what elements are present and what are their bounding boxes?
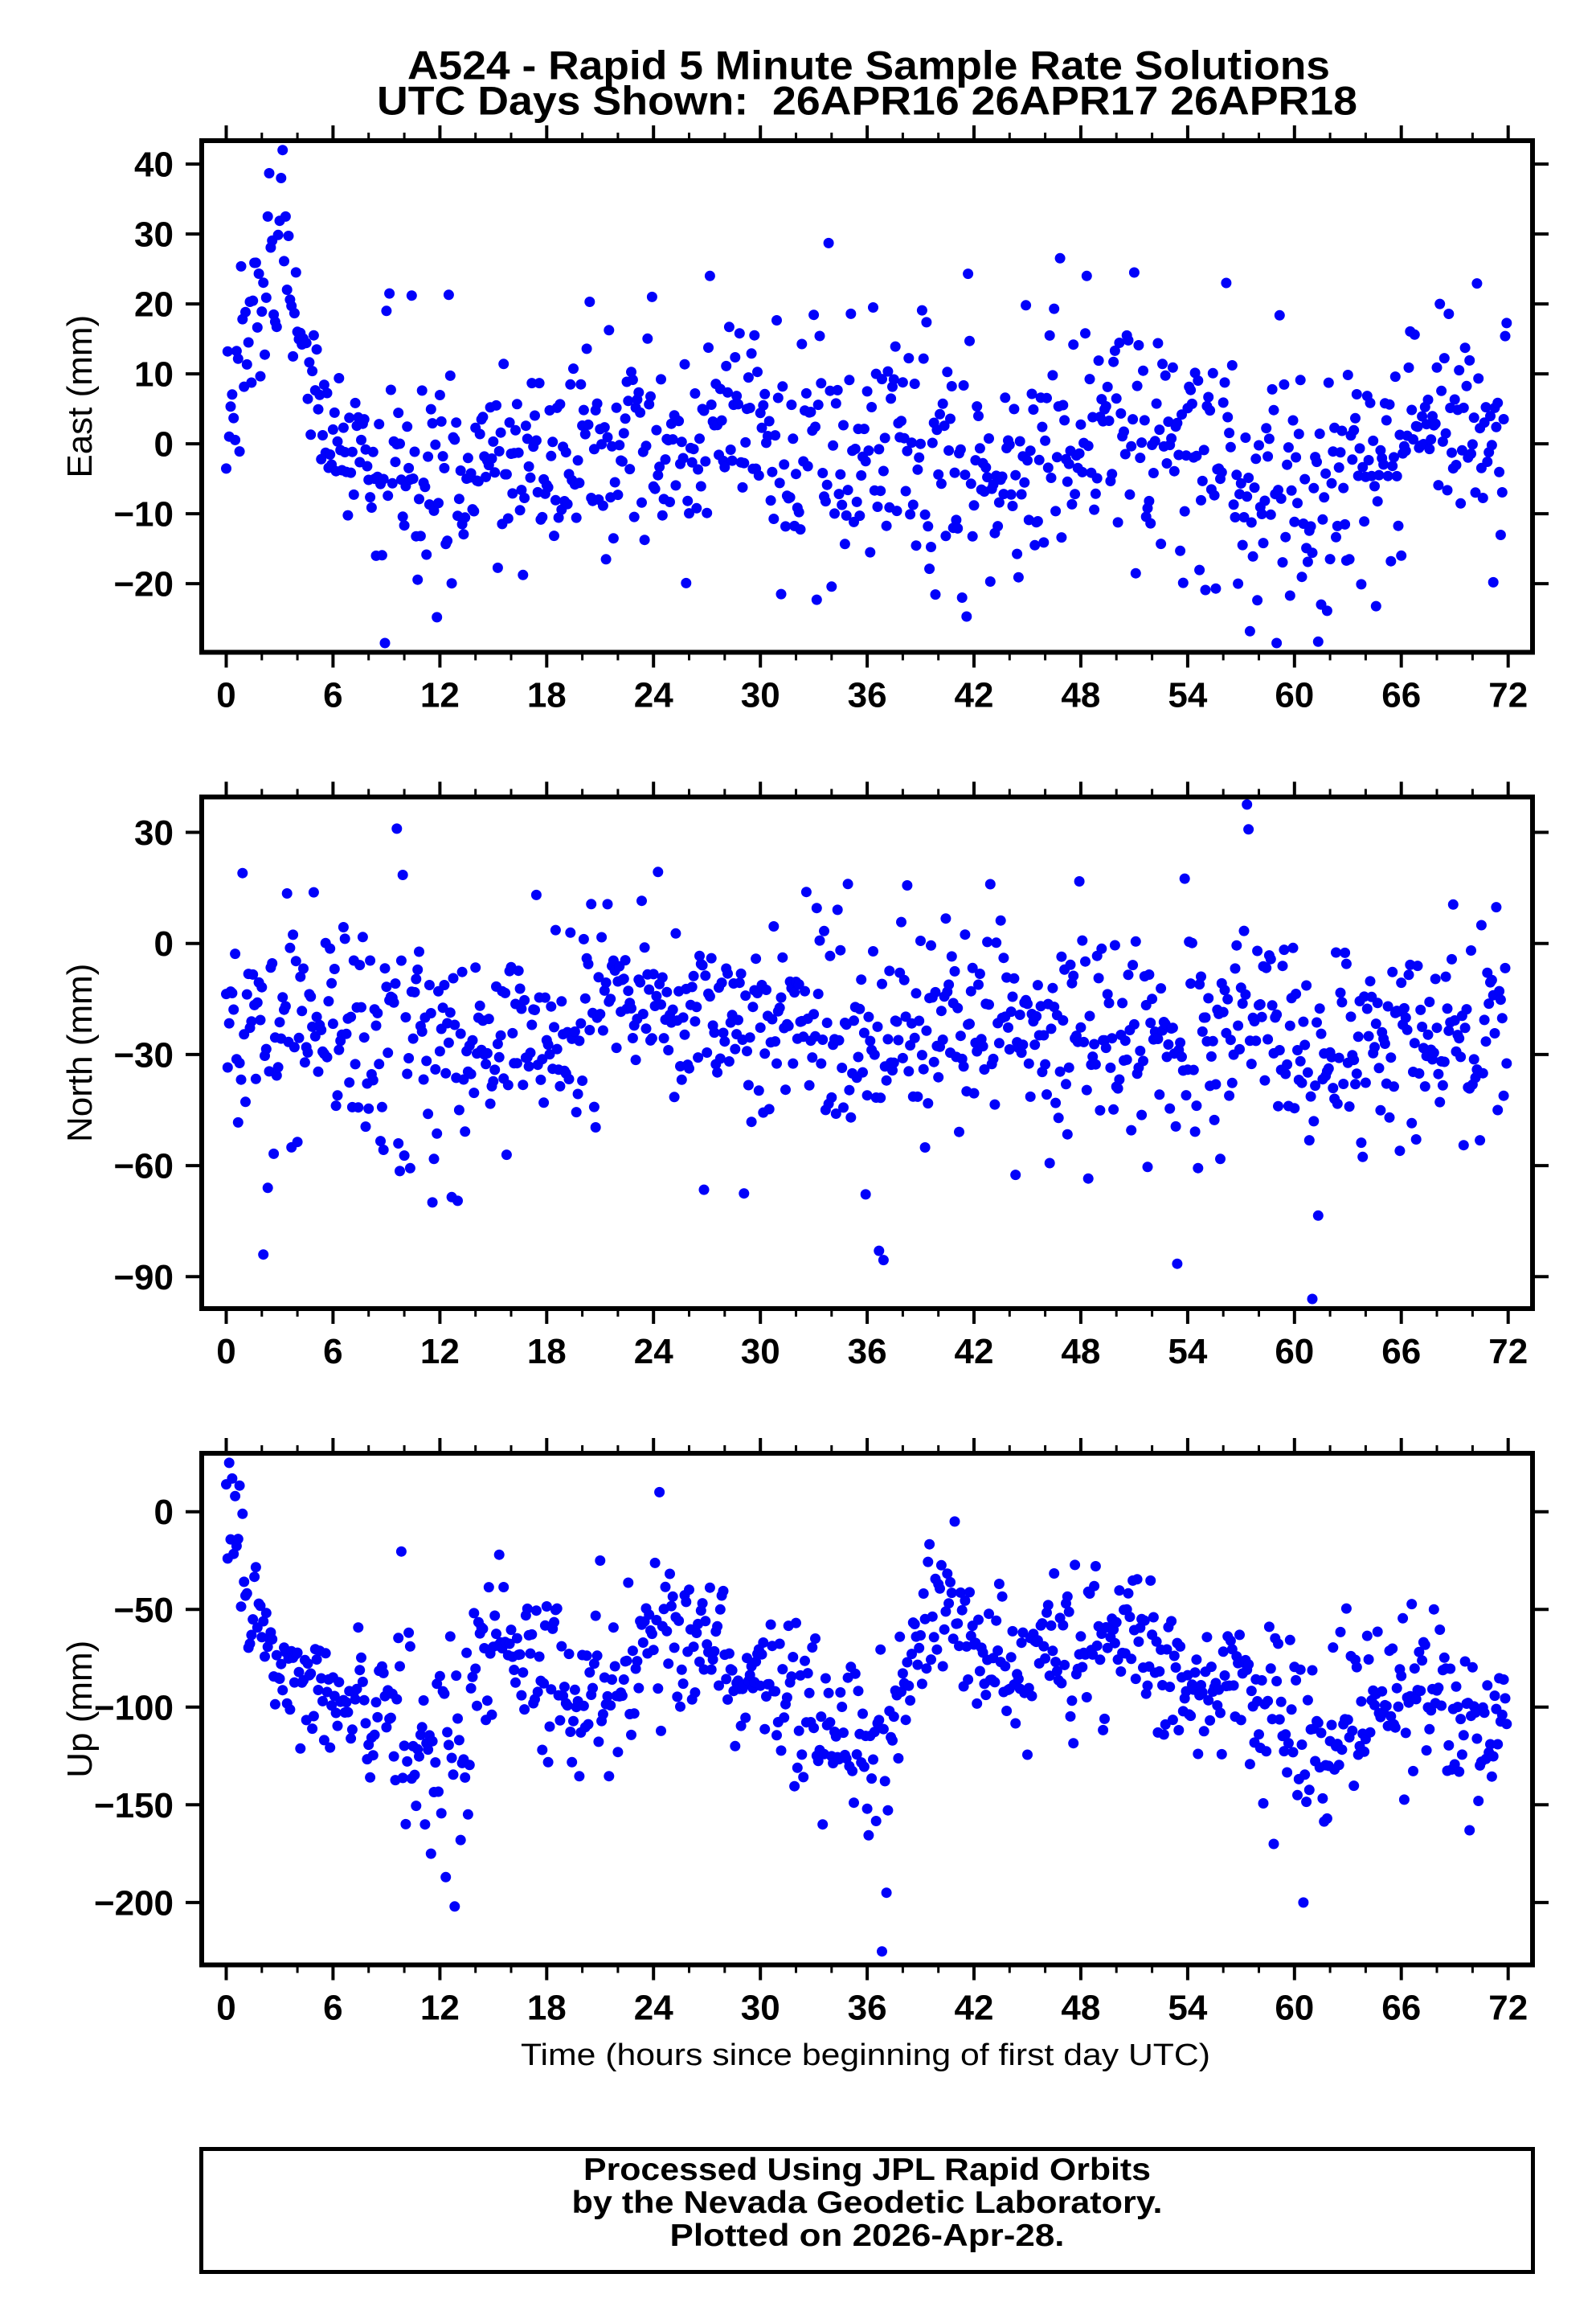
svg-text:18: 18: [527, 1989, 567, 2028]
svg-text:48: 48: [1061, 1332, 1100, 1371]
svg-text:30: 30: [134, 813, 174, 853]
svg-text:0: 0: [154, 1493, 174, 1532]
svg-text:66: 66: [1381, 1989, 1421, 2028]
svg-text:18: 18: [527, 1332, 567, 1371]
svg-text:66: 66: [1381, 1332, 1421, 1371]
svg-text:0: 0: [154, 924, 174, 964]
svg-text:18: 18: [527, 676, 567, 715]
svg-text:North (mm): North (mm): [60, 964, 100, 1142]
svg-text:42: 42: [955, 1989, 994, 2028]
svg-text:48: 48: [1061, 1989, 1100, 2028]
svg-text:60: 60: [1275, 1989, 1314, 2028]
svg-text:−30: −30: [113, 1035, 174, 1075]
svg-text:36: 36: [848, 1332, 887, 1371]
svg-text:24: 24: [634, 1332, 673, 1371]
svg-text:72: 72: [1488, 676, 1528, 715]
svg-text:40: 40: [134, 145, 174, 185]
svg-text:East (mm): East (mm): [60, 315, 100, 478]
svg-text:30: 30: [134, 215, 174, 255]
svg-text:by the Nevada Geodetic Laborat: by the Nevada Geodetic Laboratory.: [572, 2186, 1163, 2220]
svg-text:36: 36: [848, 676, 887, 715]
svg-text:30: 30: [741, 1989, 780, 2028]
svg-text:30: 30: [741, 676, 780, 715]
svg-text:0: 0: [216, 1989, 235, 2028]
svg-text:12: 12: [420, 676, 460, 715]
svg-text:12: 12: [420, 1332, 460, 1371]
svg-text:30: 30: [741, 1332, 780, 1371]
svg-text:24: 24: [634, 1989, 673, 2028]
svg-text:6: 6: [323, 676, 342, 715]
svg-text:72: 72: [1488, 1989, 1528, 2028]
svg-text:−90: −90: [113, 1258, 174, 1297]
svg-text:42: 42: [955, 676, 994, 715]
svg-text:Plotted on 2026-Apr-28.: Plotted on 2026-Apr-28.: [670, 2219, 1065, 2253]
svg-text:12: 12: [420, 1989, 460, 2028]
svg-text:A524 - Rapid 5 Minute Sample R: A524 - Rapid 5 Minute Sample Rate Soluti…: [407, 43, 1330, 88]
svg-text:Time (hours since beginning of: Time (hours since beginning of first day…: [521, 2038, 1210, 2072]
svg-text:66: 66: [1381, 676, 1421, 715]
svg-text:10: 10: [134, 355, 174, 395]
svg-text:−10: −10: [113, 495, 174, 535]
svg-text:54: 54: [1168, 1989, 1207, 2028]
svg-text:24: 24: [634, 676, 673, 715]
svg-text:54: 54: [1168, 1332, 1207, 1371]
svg-text:60: 60: [1275, 1332, 1314, 1371]
svg-text:−100: −100: [94, 1688, 174, 1727]
svg-text:60: 60: [1275, 676, 1314, 715]
svg-text:48: 48: [1061, 676, 1100, 715]
svg-text:−150: −150: [94, 1786, 174, 1825]
svg-text:0: 0: [216, 1332, 235, 1371]
svg-text:−50: −50: [113, 1591, 174, 1630]
svg-text:UTC Days Shown: 26APR16 26APR: UTC Days Shown: 26APR16 26APR17 26APR18: [377, 79, 1357, 124]
svg-text:36: 36: [848, 1989, 887, 2028]
svg-text:−20: −20: [113, 565, 174, 604]
svg-text:−60: −60: [113, 1147, 174, 1186]
svg-text:20: 20: [134, 285, 174, 325]
svg-text:−200: −200: [94, 1883, 174, 1923]
svg-text:6: 6: [323, 1332, 342, 1371]
svg-text:72: 72: [1488, 1332, 1528, 1371]
svg-text:6: 6: [323, 1989, 342, 2028]
svg-text:Processed Using JPL Rapid Orbi: Processed Using JPL Rapid Orbits: [583, 2153, 1151, 2187]
svg-text:54: 54: [1168, 676, 1207, 715]
svg-text:42: 42: [955, 1332, 994, 1371]
svg-text:0: 0: [216, 676, 235, 715]
svg-text:Up (mm): Up (mm): [60, 1641, 100, 1778]
svg-text:0: 0: [154, 425, 174, 465]
